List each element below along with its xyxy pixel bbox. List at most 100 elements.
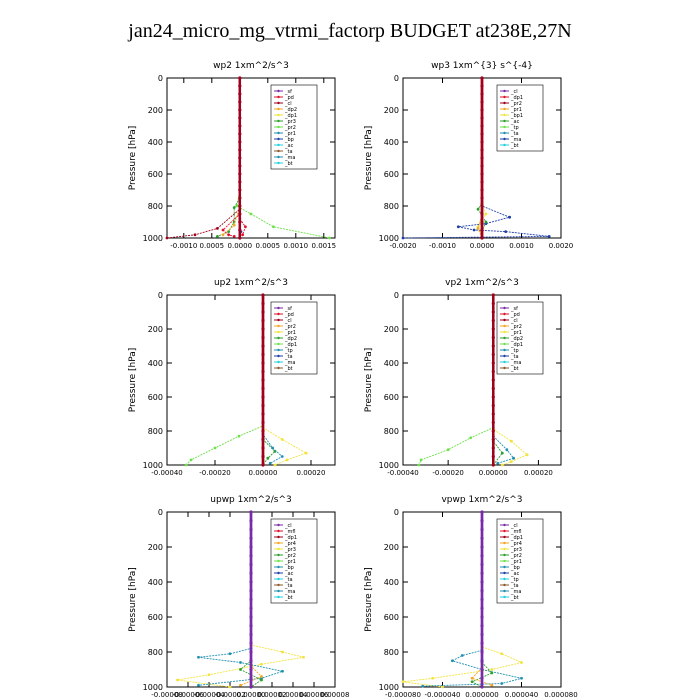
legend-entry: _ma (510, 137, 521, 143)
data-point (228, 652, 232, 656)
data-point (249, 536, 253, 540)
legend-entry: _sf (284, 89, 292, 95)
data-point (417, 463, 421, 467)
legend-entry: _ta (510, 354, 519, 360)
data-point (491, 369, 495, 374)
legend-marker (503, 595, 506, 599)
x-tick-label: 0.0010 (509, 242, 534, 250)
data-point (500, 682, 504, 685)
data-point (249, 632, 253, 637)
data-point (261, 446, 265, 450)
x-tick-label: 0.00020 (297, 469, 326, 477)
series-line-pr2 (222, 78, 241, 236)
legend-entry: _ma (284, 155, 295, 161)
chart-title: vpwp 1xm^2/s^3 (441, 495, 522, 505)
y-axis-label: Pressure [hPa] (364, 126, 374, 191)
y-tick-label: 1000 (143, 234, 163, 243)
legend-entry: _ma (284, 360, 295, 366)
legend-marker (277, 354, 280, 358)
data-point (480, 536, 484, 540)
data-point (238, 220, 242, 224)
y-tick-label: 400 (148, 359, 163, 368)
legend-marker (503, 589, 506, 593)
legend-marker (503, 360, 506, 364)
data-point (249, 597, 253, 602)
data-point (491, 395, 495, 399)
legend-marker (277, 589, 280, 593)
legend-marker (503, 559, 506, 563)
legend-marker (277, 312, 280, 316)
legend-entry: _pr1 (510, 107, 522, 113)
x-tick-label: 0.0000 (228, 242, 253, 250)
data-point (238, 92, 242, 96)
data-point (244, 225, 247, 229)
y-tick-label: 600 (148, 170, 163, 179)
legend-marker (503, 324, 506, 328)
legend-marker (503, 553, 506, 557)
x-tick-label: 0.0005 (200, 242, 225, 250)
chart-4: vp2 1xm^2/s^3 Pressure [hPa] 0 200 400 600 800… (364, 278, 562, 477)
data-point (480, 554, 484, 558)
data-point (470, 680, 474, 684)
legend-marker (503, 119, 506, 123)
legend-marker (503, 342, 506, 346)
legend-entry: _cl (284, 101, 292, 107)
data-point (500, 463, 504, 467)
data-point (238, 108, 242, 112)
data-point (249, 580, 253, 584)
legend-marker (503, 318, 506, 322)
legend-marker (277, 523, 280, 527)
data-point (480, 519, 484, 523)
page-title: jan24_micro_mg_vtrmi_factorp BUDGET at23… (128, 20, 572, 42)
x-tick-label: 0.00004 (279, 691, 308, 699)
data-point (238, 148, 242, 152)
data-point (280, 438, 284, 441)
data-point (476, 207, 480, 211)
legend-marker (503, 107, 506, 111)
y-tick-label: 0 (158, 74, 163, 83)
data-point (238, 156, 242, 160)
legend-marker (277, 553, 280, 557)
data-point (491, 403, 495, 408)
data-point (480, 228, 484, 232)
legend-entry: _pr2 (284, 553, 296, 559)
data-point (238, 100, 242, 104)
y-tick-label: 600 (384, 170, 399, 179)
legend-entry: _bp1 (510, 113, 523, 119)
legend-marker (503, 95, 506, 99)
data-point (480, 624, 484, 628)
legend-marker (503, 535, 506, 539)
legend-marker (503, 330, 506, 334)
data-point (480, 667, 484, 672)
legend-marker (503, 354, 506, 358)
data-point (238, 124, 242, 128)
y-tick-label: 800 (384, 202, 399, 211)
legend-entry: _dp1 (510, 535, 523, 541)
plot-frame (166, 294, 336, 466)
data-point (281, 669, 284, 673)
data-point (239, 668, 242, 671)
data-point (480, 571, 484, 575)
legend-entry: _tp (284, 348, 293, 354)
x-tick-label: 0.000080 (544, 691, 577, 699)
series-line-ac (422, 512, 522, 687)
legend-entry: _pr1 (284, 330, 296, 336)
data-point (268, 461, 272, 465)
series-line-pr1 (185, 295, 264, 466)
legend-marker (277, 571, 280, 575)
legend-marker (503, 523, 506, 527)
y-tick-label: 1000 (379, 683, 399, 692)
legend-marker (503, 348, 506, 352)
data-point (261, 352, 265, 357)
legend-marker (503, 125, 506, 129)
y-tick-label: 200 (384, 325, 399, 334)
data-point (238, 212, 242, 216)
data-point (261, 454, 265, 459)
data-point (470, 676, 474, 680)
data-point (480, 108, 484, 112)
legend-entry: _tp (510, 577, 519, 583)
data-point (480, 606, 484, 610)
y-tick-label: 0 (158, 508, 163, 517)
data-point (216, 227, 219, 230)
y-tick-label: 600 (384, 393, 399, 402)
